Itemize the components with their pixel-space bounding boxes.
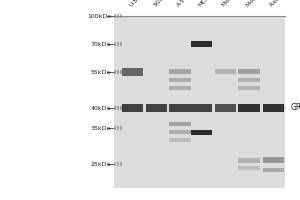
Bar — [122, 104, 142, 112]
Text: A-549: A-549 — [176, 0, 192, 8]
Bar — [169, 130, 190, 134]
Bar — [120, 42, 122, 46]
Bar — [120, 106, 122, 110]
Bar — [114, 16, 285, 188]
Bar — [114, 42, 116, 46]
Text: MCF7: MCF7 — [197, 0, 213, 8]
Text: Mouse pancreas: Mouse pancreas — [245, 0, 283, 8]
Bar — [190, 130, 212, 135]
Bar — [117, 70, 119, 74]
Bar — [262, 157, 284, 163]
Bar — [190, 42, 212, 46]
Bar — [169, 138, 190, 142]
Bar — [214, 69, 236, 74]
Bar — [120, 126, 122, 130]
Bar — [117, 42, 119, 46]
Bar — [122, 68, 142, 76]
Bar — [114, 16, 285, 188]
Bar — [190, 104, 212, 112]
Bar — [120, 162, 122, 166]
Bar — [238, 104, 260, 112]
Text: Rat brain: Rat brain — [269, 0, 292, 8]
Bar — [262, 104, 284, 112]
Bar — [120, 70, 122, 74]
Bar — [169, 104, 190, 112]
Bar — [238, 158, 260, 162]
Bar — [114, 162, 116, 166]
Bar — [146, 104, 167, 112]
Text: SGC-7901: SGC-7901 — [152, 0, 177, 8]
Text: 55kDa: 55kDa — [91, 70, 111, 74]
Bar — [117, 126, 119, 130]
Bar — [169, 122, 190, 126]
Bar — [238, 69, 260, 74]
Bar — [114, 106, 116, 110]
Bar — [238, 166, 260, 170]
Bar — [117, 106, 119, 110]
Bar — [117, 162, 119, 166]
Text: GRPR: GRPR — [285, 104, 300, 112]
Bar — [117, 14, 119, 18]
Text: 100kDa: 100kDa — [87, 14, 111, 19]
Bar — [169, 78, 190, 82]
Text: 25kDa: 25kDa — [91, 162, 111, 166]
Bar — [262, 168, 284, 172]
Bar — [114, 70, 116, 74]
Bar — [114, 126, 116, 130]
Bar — [238, 86, 260, 90]
Bar — [214, 104, 236, 112]
Bar — [169, 69, 190, 74]
Text: 35kDa: 35kDa — [91, 126, 111, 130]
Text: 40kDa: 40kDa — [91, 106, 111, 110]
Bar — [120, 14, 122, 18]
Bar — [238, 78, 260, 82]
Text: 70kDa: 70kDa — [91, 42, 111, 46]
Text: U-87MG: U-87MG — [128, 0, 149, 8]
Bar — [114, 14, 116, 18]
Text: Mouse brain: Mouse brain — [221, 0, 250, 8]
Bar — [169, 86, 190, 90]
